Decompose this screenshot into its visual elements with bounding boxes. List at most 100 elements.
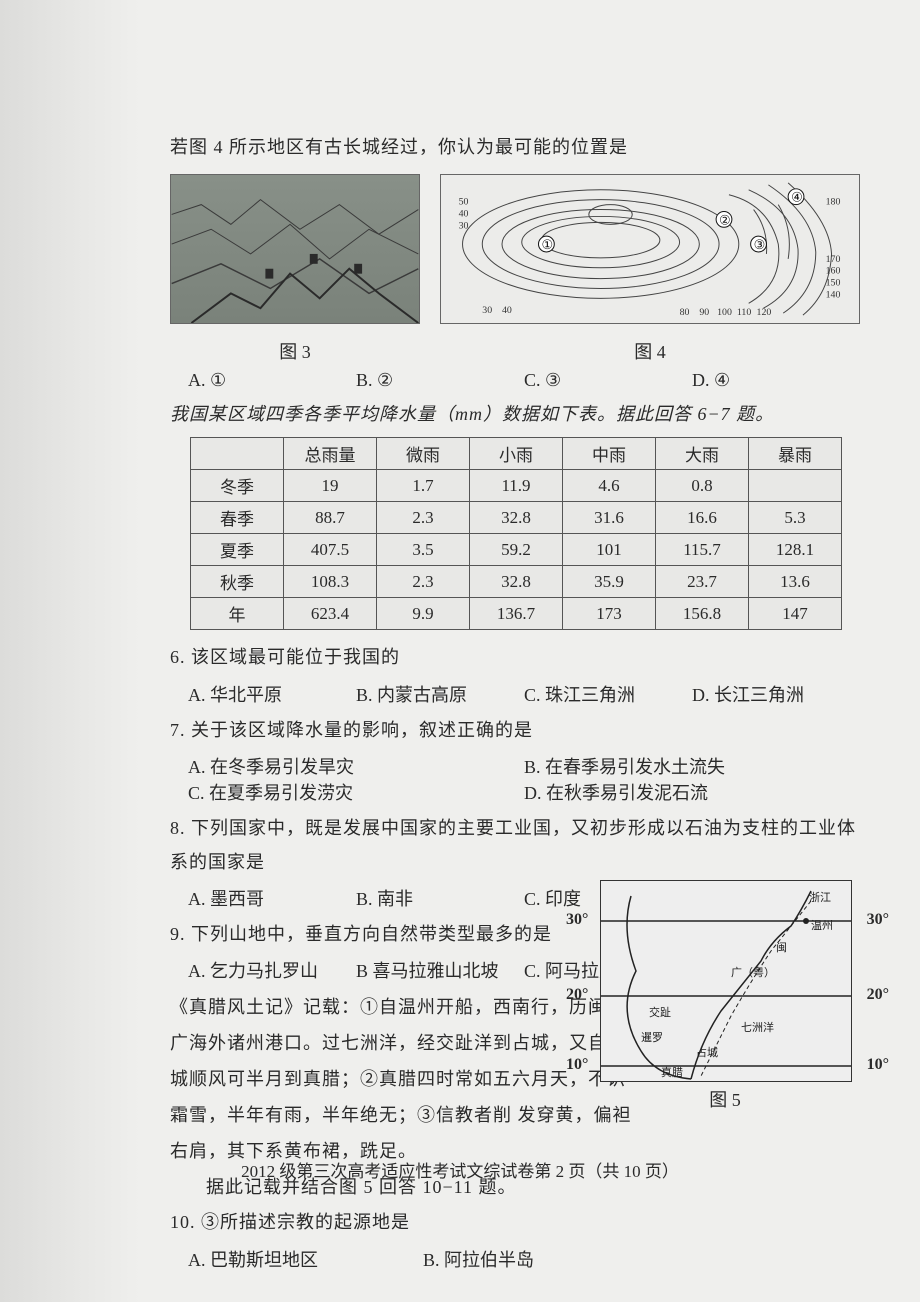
svg-text:160: 160 <box>826 266 841 277</box>
table-cell: 115.7 <box>656 534 749 566</box>
q6-options: A. 华北平原 B. 内蒙古高原 C. 珠江三角洲 D. 长江三角洲 <box>188 681 860 707</box>
table-cell: 13.6 <box>749 566 842 598</box>
fig3-svg <box>171 175 419 323</box>
table-cell: 173 <box>563 598 656 630</box>
table-cell: 2.3 <box>377 566 470 598</box>
table-row: 夏季407.53.559.2101115.7128.1 <box>191 534 842 566</box>
table-cell: 108.3 <box>284 566 377 598</box>
table-cell <box>749 470 842 502</box>
table-cell: 年 <box>191 598 284 630</box>
figure-captions: 图 3 图 4 <box>170 334 860 364</box>
q5-intro: 若图 4 所示地区有古长城经过，你认为最可能的位置是 <box>170 130 860 164</box>
fig4-svg: 50 40 30 30 40 80 90 100 110 120 180 170… <box>441 175 859 323</box>
svg-text:30: 30 <box>482 305 492 316</box>
svg-text:40: 40 <box>459 209 469 220</box>
figure-4: 50 40 30 30 40 80 90 100 110 120 180 170… <box>440 174 860 324</box>
table-cell: 23.7 <box>656 566 749 598</box>
figure-3 <box>170 174 420 324</box>
table-cell: 147 <box>749 598 842 630</box>
table-cell: 5.3 <box>749 502 842 534</box>
table-cell: 0.8 <box>656 470 749 502</box>
exam-page: 若图 4 所示地区有古长城经过，你认为最可能的位置是 <box>0 0 920 1302</box>
q5-opt-c: C. ③ <box>524 370 692 391</box>
fig4-caption: 图 4 <box>440 338 860 364</box>
passage: 《真腊风土记》记载：①自温州开船，西南行，历闽、广海外诸州港口。过七洲洋，经交趾… <box>170 989 640 1169</box>
q9-opt-b: B 喜马拉雅山北坡 <box>356 957 524 983</box>
svg-text:170: 170 <box>826 254 841 265</box>
svg-text:闽: 闽 <box>776 941 787 954</box>
lat-30-r: 30° <box>867 911 889 929</box>
svg-text:真腊: 真腊 <box>661 1065 683 1079</box>
svg-text:110: 110 <box>737 307 751 318</box>
svg-text:180: 180 <box>826 197 841 208</box>
svg-text:140: 140 <box>826 290 841 301</box>
table-cell: 1.7 <box>377 470 470 502</box>
svg-text:①: ① <box>541 238 553 252</box>
table-row: 年623.49.9136.7173156.8147 <box>191 598 842 630</box>
table-cell: 夏季 <box>191 534 284 566</box>
q8: 8. 下列国家中，既是发展中国家的主要工业国，又初步形成以石油为支柱的工业体系的… <box>170 811 860 879</box>
table-cell: 31.6 <box>563 502 656 534</box>
svg-text:七洲洋: 七洲洋 <box>741 1020 774 1034</box>
lat-20-r: 20° <box>867 986 889 1004</box>
table-cell: 623.4 <box>284 598 377 630</box>
q10: 10. ③所描述宗教的起源地是 <box>170 1205 640 1239</box>
rainfall-table: 总雨量微雨小雨中雨大雨暴雨冬季191.711.94.60.8春季88.72.33… <box>190 437 842 630</box>
q9-opt-a: A. 乞力马扎罗山 <box>188 957 356 983</box>
q5-opt-d: D. ④ <box>692 370 860 391</box>
svg-text:③: ③ <box>754 238 766 252</box>
table-cell: 88.7 <box>284 502 377 534</box>
table-cell: 16.6 <box>656 502 749 534</box>
svg-text:30: 30 <box>459 220 469 231</box>
table-cell: 128.1 <box>749 534 842 566</box>
fig3-wrap <box>170 174 420 324</box>
q8-opt-b: B. 南非 <box>356 885 524 911</box>
fig5-caption: 图 5 <box>600 1086 850 1112</box>
lat-10-r: 10° <box>867 1056 889 1074</box>
svg-text:暹罗: 暹罗 <box>641 1031 663 1044</box>
table-cell: 19 <box>284 470 377 502</box>
svg-text:浙江: 浙江 <box>809 891 831 904</box>
svg-text:50: 50 <box>459 197 469 208</box>
svg-text:40: 40 <box>502 305 512 316</box>
svg-text:广（粤）: 广（粤） <box>731 965 775 979</box>
table-row: 秋季108.32.332.835.923.713.6 <box>191 566 842 598</box>
svg-text:④: ④ <box>791 191 803 205</box>
q8-opt-a: A. 墨西哥 <box>188 885 356 911</box>
table-cell: 3.5 <box>377 534 470 566</box>
q5-options: A. ① B. ② C. ③ D. ④ <box>188 370 860 391</box>
table-header-cell: 暴雨 <box>749 438 842 470</box>
table-intro: 我国某区域四季各季平均降水量（mm）数据如下表。据此回答 6−7 题。 <box>170 397 860 431</box>
table-header-cell: 微雨 <box>377 438 470 470</box>
lat-10-l: 10° <box>566 1056 588 1074</box>
table-cell: 32.8 <box>470 502 563 534</box>
svg-text:占城: 占城 <box>696 1045 718 1059</box>
table-header-cell: 总雨量 <box>284 438 377 470</box>
q10-opt-b: B. 阿拉伯半岛 <box>423 1246 658 1272</box>
q7-opt-b: B. 在春季易引发水土流失 <box>524 753 860 779</box>
q7-opt-c: C. 在夏季易引发涝灾 <box>188 779 524 805</box>
q5-opt-b: B. ② <box>356 370 524 391</box>
map5-box: 浙江 温州 闽 广（粤） 七洲洋 交趾 暹罗 占城 真腊 30° 30° 20°… <box>600 880 852 1082</box>
table-cell: 9.9 <box>377 598 470 630</box>
figure-row: 50 40 30 30 40 80 90 100 110 120 180 170… <box>170 174 860 324</box>
table-cell: 59.2 <box>470 534 563 566</box>
svg-text:120: 120 <box>757 307 772 318</box>
table-cell: 11.9 <box>470 470 563 502</box>
scan-shadow <box>0 0 140 1302</box>
svg-text:90: 90 <box>699 307 709 318</box>
q7-options: A. 在冬季易引发旱灾 B. 在春季易引发水土流失 C. 在夏季易引发涝灾 D.… <box>188 753 860 805</box>
q6-opt-c: C. 珠江三角洲 <box>524 681 692 707</box>
q6-opt-b: B. 内蒙古高原 <box>356 681 524 707</box>
lat-30-l: 30° <box>566 911 588 929</box>
table-cell: 春季 <box>191 502 284 534</box>
svg-text:80: 80 <box>680 307 690 318</box>
table-cell: 2.3 <box>377 502 470 534</box>
table-header-cell: 小雨 <box>470 438 563 470</box>
svg-text:温州: 温州 <box>811 919 833 932</box>
q7: 7. 关于该区域降水量的影响，叙述正确的是 <box>170 713 860 747</box>
table-header-cell: 大雨 <box>656 438 749 470</box>
lat-20-l: 20° <box>566 986 588 1004</box>
page-footer: 2012 级第三次高考适应性考试文综试卷第 2 页（共 10 页） <box>0 1157 920 1182</box>
table-cell: 101 <box>563 534 656 566</box>
